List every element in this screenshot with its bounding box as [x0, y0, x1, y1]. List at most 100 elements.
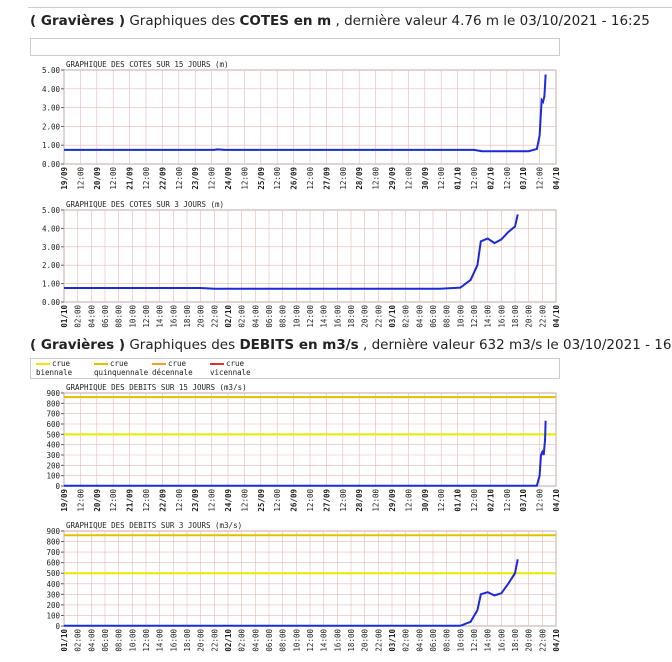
x-tick-label: 03/10	[519, 489, 528, 512]
x-tick-label: 01/10	[60, 305, 69, 328]
x-tick-label: 23/09	[191, 167, 200, 190]
x-tick-label: 22/09	[158, 167, 167, 190]
x-tick-label: 18:00	[183, 305, 192, 328]
x-tick-label: 12:00	[306, 167, 315, 190]
x-tick-label: 26/09	[290, 489, 299, 512]
y-tick-label: 500	[46, 569, 60, 578]
x-tick-label: 04/10	[552, 167, 561, 190]
x-tick-label: 01/10	[454, 167, 463, 190]
x-tick-label: 14:00	[484, 629, 493, 652]
x-tick-label: 10:00	[456, 305, 465, 328]
chart-title: GRAPHIQUE DES COTES SUR 15 JOURS (m)	[66, 60, 229, 69]
x-tick-label: 28/09	[355, 167, 364, 190]
x-tick-label: 04:00	[87, 629, 96, 652]
x-tick-label: 03/10	[388, 629, 397, 652]
x-tick-label: 18:00	[347, 305, 356, 328]
station: ( Gravières )	[30, 337, 126, 353]
x-tick-label: 12:00	[142, 629, 151, 652]
x-tick-label: 04/10	[552, 305, 561, 328]
x-tick-label: 12:00	[76, 489, 85, 512]
x-tick-label: 10:00	[292, 305, 301, 328]
x-tick-label: 12:00	[240, 167, 249, 190]
x-tick-label: 12:00	[306, 489, 315, 512]
measure: COTES en m	[239, 13, 332, 29]
x-tick-label: 10:00	[456, 629, 465, 652]
y-tick-label: 400	[46, 441, 60, 450]
x-tick-label: 19/09	[60, 489, 69, 512]
x-tick-label: 18:00	[511, 629, 520, 652]
x-tick-label: 14:00	[156, 305, 165, 328]
station: ( Gravières )	[30, 13, 126, 29]
chart-title: GRAPHIQUE DES DEBITS SUR 3 JOURS (m3/s)	[66, 521, 242, 530]
x-tick-label: 12:00	[339, 489, 348, 512]
x-tick-label: 26/09	[290, 167, 299, 190]
x-tick-label: 27/09	[322, 489, 331, 512]
x-tick-label: 22:00	[374, 629, 383, 652]
x-tick-label: 20:00	[525, 305, 534, 328]
data-line	[64, 74, 547, 153]
x-tick-label: 06:00	[101, 305, 110, 328]
data-line	[64, 214, 519, 290]
x-tick-label: 03/10	[519, 167, 528, 190]
x-tick-label: 08:00	[115, 305, 124, 328]
x-tick-label: 04:00	[251, 305, 260, 328]
x-tick-label: 21/09	[126, 489, 135, 512]
x-tick-label: 14:00	[320, 629, 329, 652]
x-tick-label: 30/09	[421, 167, 430, 190]
x-tick-label: 04/10	[552, 629, 561, 652]
x-tick-label: 08:00	[115, 629, 124, 652]
x-tick-label: 06:00	[265, 629, 274, 652]
x-tick-label: 18:00	[347, 629, 356, 652]
x-tick-label: 12:00	[142, 489, 151, 512]
x-tick-label: 18:00	[183, 629, 192, 652]
x-tick-label: 12:00	[536, 167, 545, 190]
x-tick-label: 12:00	[437, 167, 446, 190]
x-tick-label: 06:00	[429, 629, 438, 652]
y-tick-label: 100	[46, 611, 60, 620]
x-tick-label: 20/09	[93, 167, 102, 190]
y-tick-label: 0.00	[42, 298, 61, 307]
x-tick-label: 12:00	[208, 489, 217, 512]
x-tick-label: 12:00	[470, 629, 479, 652]
x-tick-label: 24/09	[224, 167, 233, 190]
x-tick-label: 02:00	[74, 305, 83, 328]
x-tick-label: 12:00	[142, 167, 151, 190]
x-tick-label: 16:00	[333, 305, 342, 328]
text: Graphiques des	[125, 337, 240, 353]
x-tick-label: 06:00	[101, 629, 110, 652]
legend-label: vicennale	[210, 368, 251, 377]
y-tick-label: 0.00	[42, 160, 61, 169]
legend-label: biennale	[36, 368, 73, 377]
x-tick-label: 02:00	[402, 629, 411, 652]
x-tick-label: 12:00	[175, 489, 184, 512]
x-tick-label: 14:00	[484, 305, 493, 328]
data-line	[64, 559, 519, 627]
x-tick-label: 22:00	[538, 305, 547, 328]
x-tick-label: 14:00	[156, 629, 165, 652]
x-tick-label: 19/09	[60, 167, 69, 190]
empty-box	[30, 38, 560, 56]
x-tick-label: 12:00	[470, 489, 479, 512]
x-tick-label: 12:00	[109, 489, 118, 512]
legend-label: crue	[226, 359, 245, 368]
y-tick-label: 2.00	[42, 261, 61, 270]
y-tick-label: 900	[46, 527, 60, 536]
measure: DEBITS en m3/s	[239, 337, 359, 353]
x-tick-label: 12:00	[306, 305, 315, 328]
x-tick-label: 20:00	[525, 629, 534, 652]
top-rule	[28, 7, 672, 8]
x-tick-label: 28/09	[355, 489, 364, 512]
x-tick-label: 22:00	[374, 305, 383, 328]
x-tick-label: 22:00	[210, 629, 219, 652]
x-tick-label: 02:00	[238, 305, 247, 328]
x-tick-label: 02/10	[224, 629, 233, 652]
x-tick-label: 12:00	[273, 167, 282, 190]
legend-label: crue	[110, 359, 129, 368]
x-tick-label: 12:00	[470, 167, 479, 190]
y-tick-label: 400	[46, 580, 60, 589]
x-tick-label: 16:00	[497, 629, 506, 652]
x-tick-label: 12:00	[372, 167, 381, 190]
x-tick-label: 06:00	[265, 305, 274, 328]
y-tick-label: 100	[46, 472, 60, 481]
